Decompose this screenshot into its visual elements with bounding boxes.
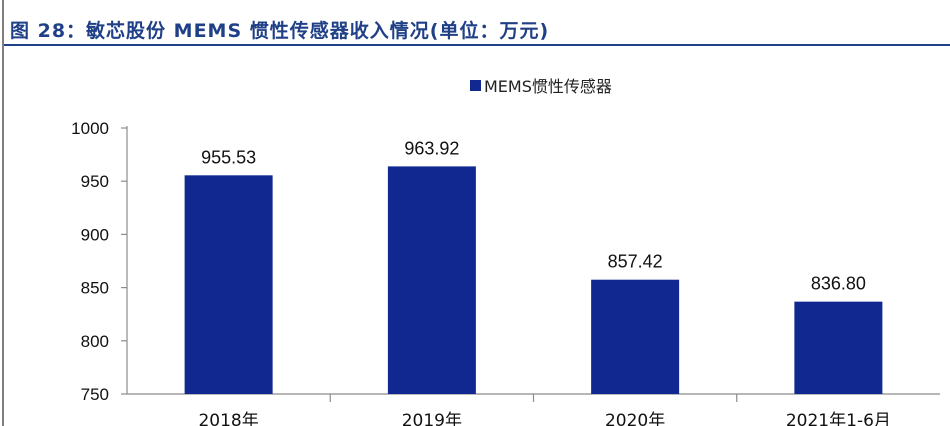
legend: MEMS惯性传感器 (470, 77, 612, 96)
data-label: 857.42 (608, 252, 663, 272)
legend-swatch (470, 80, 481, 91)
left-border (2, 0, 4, 426)
y-tick-label: 900 (81, 225, 109, 244)
data-label: 963.92 (404, 138, 459, 158)
x-category-label: 2020年 (605, 411, 665, 426)
x-axis (127, 393, 940, 402)
y-tick-label: 750 (81, 385, 109, 404)
category-labels: 2018年 2019年 2020年 2021年1-6月 (198, 411, 890, 426)
bar (794, 301, 883, 394)
x-category-label: 2019年 (402, 411, 462, 426)
bar (591, 279, 680, 394)
x-category-label: 2018年 (198, 411, 258, 426)
bar (387, 166, 476, 394)
bars (184, 166, 883, 394)
data-label: 955.53 (201, 147, 256, 167)
data-label: 836.80 (811, 274, 866, 294)
data-labels: 955.53 963.92 857.42 836.80 (201, 138, 866, 293)
y-axis: 750 800 850 900 950 1000 (71, 119, 128, 404)
title-underline (4, 44, 950, 46)
bar (184, 175, 273, 394)
legend-label-mems-inertial-sensor: MEMS惯性传感器 (484, 77, 612, 96)
x-category-label: 2021年1-6月 (786, 411, 891, 426)
y-tick-label: 950 (81, 172, 109, 191)
y-tick-label: 850 (81, 279, 109, 298)
y-tick-label: 1000 (71, 119, 109, 138)
y-tick-label: 800 (81, 332, 109, 351)
chart-title: 图 28：敏芯股份 MEMS 惯性传感器收入情况(单位：万元) (10, 20, 550, 42)
